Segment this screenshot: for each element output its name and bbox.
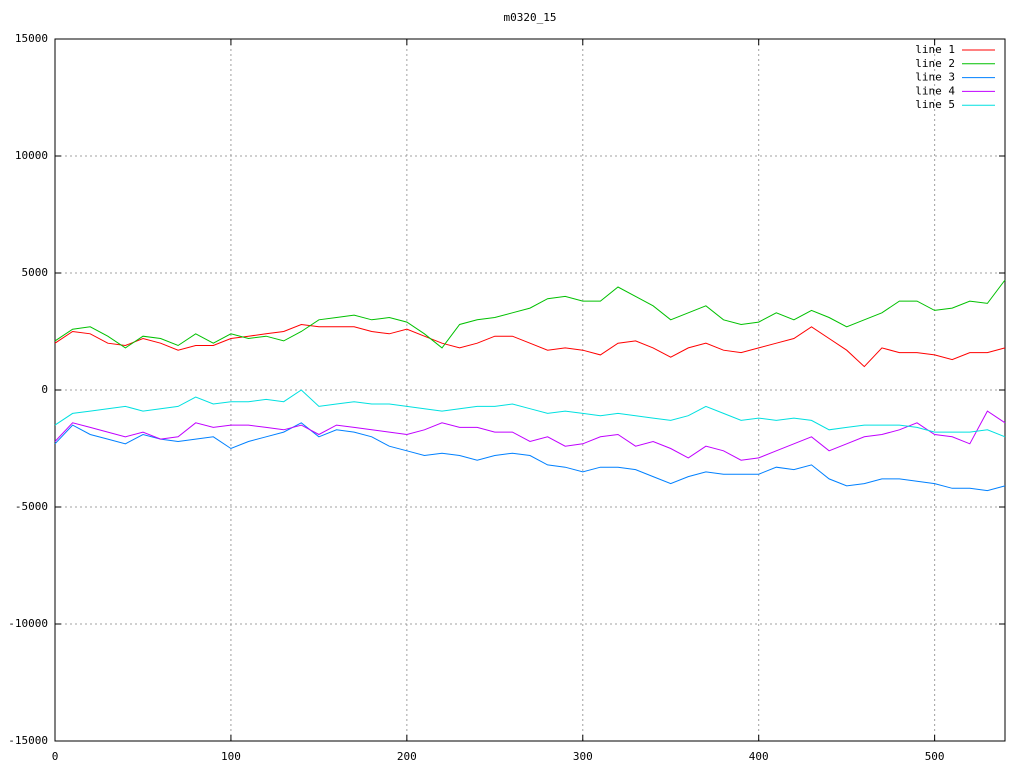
x-tick-label: 300 xyxy=(573,750,593,763)
data-line xyxy=(54,422,1006,492)
y-tick-label: 0 xyxy=(41,383,48,396)
y-tick-label: 15000 xyxy=(15,32,48,45)
x-tick-label: 400 xyxy=(749,750,769,763)
legend-label: line 1 xyxy=(915,43,955,56)
y-tick-label: 10000 xyxy=(15,149,48,162)
chart-title: m0320_15 xyxy=(504,11,557,24)
x-tick-label: 0 xyxy=(52,750,59,763)
data-line xyxy=(54,410,1006,461)
y-tick-label: -5000 xyxy=(15,500,48,513)
y-tick-label: -15000 xyxy=(8,734,48,747)
data-line xyxy=(54,389,1006,438)
data-line xyxy=(54,323,1006,368)
x-tick-label: 500 xyxy=(925,750,945,763)
legend-label: line 4 xyxy=(915,84,955,97)
x-tick-label: 100 xyxy=(221,750,241,763)
legend-label: line 3 xyxy=(915,71,955,84)
x-tick-label: 200 xyxy=(397,750,417,763)
legend-label: line 5 xyxy=(915,98,955,111)
y-tick-label: 5000 xyxy=(22,266,49,279)
data-line xyxy=(54,279,1006,349)
legend-label: line 2 xyxy=(915,57,955,70)
plot-border xyxy=(54,38,1006,742)
y-tick-label: -10000 xyxy=(8,617,48,630)
